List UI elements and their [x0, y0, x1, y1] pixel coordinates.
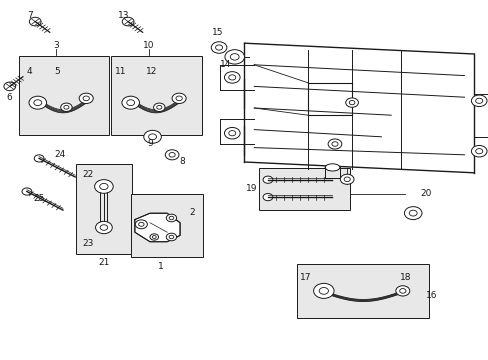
Circle shape — [344, 177, 349, 181]
Circle shape — [64, 105, 69, 109]
Circle shape — [224, 72, 240, 83]
Circle shape — [94, 180, 113, 193]
Circle shape — [404, 207, 421, 220]
Text: 1: 1 — [158, 262, 163, 271]
Text: 24: 24 — [54, 150, 65, 159]
Text: 25: 25 — [33, 194, 45, 203]
Circle shape — [327, 139, 341, 149]
Circle shape — [34, 100, 41, 105]
Text: 23: 23 — [82, 239, 94, 248]
Circle shape — [157, 105, 162, 109]
Text: 19: 19 — [245, 184, 257, 193]
Text: 5: 5 — [54, 67, 60, 76]
Text: 14: 14 — [220, 60, 231, 69]
Circle shape — [176, 96, 182, 101]
Text: 4: 4 — [26, 67, 32, 76]
Polygon shape — [135, 213, 180, 242]
Circle shape — [470, 95, 486, 107]
Circle shape — [150, 234, 158, 240]
FancyBboxPatch shape — [76, 164, 132, 254]
Circle shape — [224, 50, 244, 64]
Text: 21: 21 — [98, 258, 109, 267]
Circle shape — [169, 216, 173, 220]
Circle shape — [319, 288, 328, 294]
Circle shape — [83, 96, 89, 101]
Circle shape — [313, 283, 333, 298]
Text: 17: 17 — [300, 273, 311, 282]
Circle shape — [470, 145, 486, 157]
Circle shape — [29, 96, 46, 109]
Circle shape — [29, 17, 41, 26]
FancyBboxPatch shape — [259, 168, 349, 210]
Text: 16: 16 — [426, 291, 437, 300]
Circle shape — [211, 42, 226, 53]
Circle shape — [345, 98, 358, 107]
Circle shape — [169, 153, 175, 157]
Circle shape — [166, 233, 176, 241]
Text: 18: 18 — [399, 273, 410, 282]
Circle shape — [61, 103, 72, 112]
Circle shape — [399, 289, 405, 293]
Circle shape — [475, 149, 482, 154]
Circle shape — [263, 176, 272, 183]
Text: 9: 9 — [147, 139, 153, 148]
Circle shape — [395, 286, 409, 296]
Text: 13: 13 — [117, 10, 129, 19]
Circle shape — [224, 127, 240, 139]
Text: 12: 12 — [145, 67, 157, 76]
Circle shape — [143, 130, 161, 143]
Circle shape — [122, 96, 139, 109]
Circle shape — [100, 225, 107, 230]
Circle shape — [100, 183, 108, 190]
FancyBboxPatch shape — [19, 56, 109, 135]
Circle shape — [153, 103, 164, 112]
Circle shape — [4, 82, 16, 91]
Text: 22: 22 — [82, 170, 94, 179]
FancyBboxPatch shape — [111, 56, 202, 135]
Circle shape — [22, 188, 32, 195]
Text: 8: 8 — [179, 157, 184, 166]
Circle shape — [475, 98, 482, 103]
Circle shape — [408, 210, 416, 216]
Text: 10: 10 — [143, 40, 155, 49]
Circle shape — [135, 220, 147, 229]
Circle shape — [166, 214, 176, 222]
Circle shape — [34, 155, 44, 162]
Text: 6: 6 — [6, 94, 12, 102]
Circle shape — [95, 221, 112, 234]
Circle shape — [230, 54, 239, 60]
Text: 2: 2 — [189, 207, 195, 217]
Circle shape — [126, 100, 134, 105]
FancyBboxPatch shape — [131, 194, 203, 257]
Circle shape — [348, 100, 354, 105]
Circle shape — [148, 134, 156, 140]
Text: 7: 7 — [27, 10, 33, 19]
Circle shape — [152, 235, 156, 238]
Text: 20: 20 — [420, 189, 431, 198]
Circle shape — [228, 75, 235, 80]
Circle shape — [331, 142, 337, 146]
Circle shape — [215, 45, 222, 50]
Circle shape — [165, 150, 179, 160]
Circle shape — [79, 93, 93, 104]
Circle shape — [228, 131, 235, 136]
Circle shape — [138, 222, 144, 226]
Text: 11: 11 — [114, 67, 126, 76]
Circle shape — [169, 235, 173, 239]
Text: 3: 3 — [53, 40, 59, 49]
Circle shape — [172, 93, 186, 104]
Circle shape — [340, 174, 353, 184]
Circle shape — [122, 17, 134, 26]
Ellipse shape — [325, 164, 339, 171]
FancyBboxPatch shape — [297, 264, 428, 318]
Circle shape — [263, 194, 272, 201]
Text: 15: 15 — [211, 28, 223, 37]
